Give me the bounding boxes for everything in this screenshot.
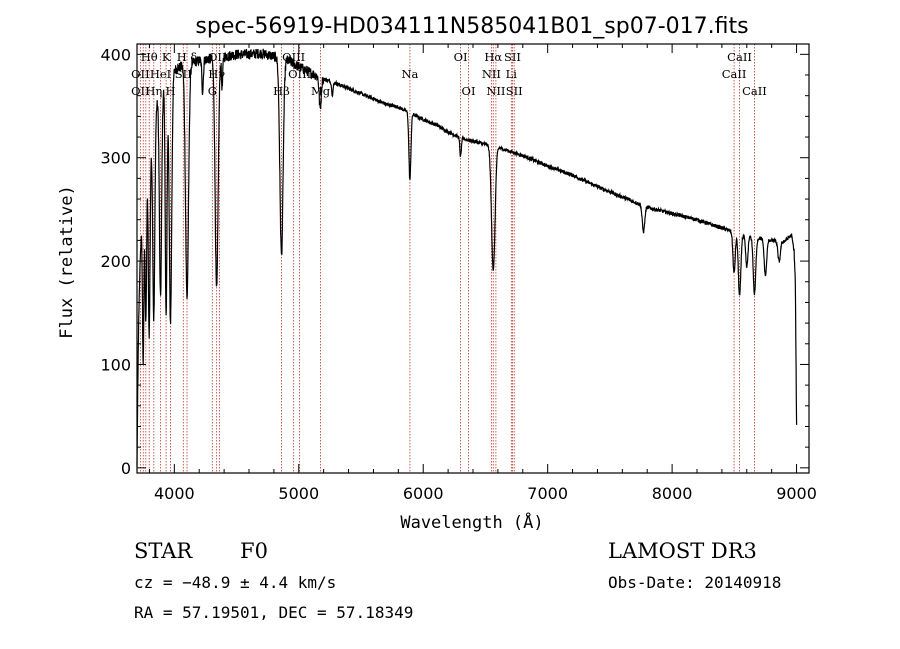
x-tick-label: 6000 xyxy=(403,484,444,503)
coordinates: RA = 57.19501, DEC = 57.18349 xyxy=(134,603,414,622)
line-id-label: NII xyxy=(486,84,505,98)
line-id-label: NII xyxy=(482,67,501,81)
line-id-label: OI xyxy=(454,50,468,64)
object-type: STAR xyxy=(134,539,193,563)
y-tick-label: 300 xyxy=(100,149,131,168)
x-tick-label: 7000 xyxy=(527,484,568,503)
y-tick-label: 100 xyxy=(100,355,131,374)
line-id-label: OII xyxy=(131,84,150,98)
x-axis-label: Wavelength (Å) xyxy=(400,511,543,533)
line-id-label: G xyxy=(208,84,217,98)
line-id-label: K xyxy=(162,50,171,64)
survey-name: LAMOST DR3 xyxy=(608,539,757,563)
x-axis-ticks: 4000 5000 6000 7000 8000 9000 xyxy=(148,44,817,503)
plot-frame xyxy=(136,43,810,474)
line-id-label: CaII xyxy=(722,67,747,81)
line-id-label: Hβ xyxy=(273,84,290,98)
line-id-label: SII xyxy=(506,84,523,98)
line-id-label: CaII xyxy=(742,84,767,98)
y-tick-label: 0 xyxy=(121,459,131,478)
line-id-label: Hη xyxy=(145,84,162,98)
y-axis-ticks: 0 100 200 300 400 xyxy=(100,45,809,478)
line-id-label: OI xyxy=(462,84,476,98)
spectrum-line xyxy=(136,48,798,467)
line-id-label: Hθ xyxy=(141,50,158,64)
y-axis-label: Flux (relative) xyxy=(57,185,77,339)
line-id-label: SII xyxy=(504,50,521,64)
y-tick-label: 200 xyxy=(100,252,131,271)
line-id-label: CaII xyxy=(727,50,752,64)
observation-date: Obs-Date: 20140918 xyxy=(608,573,782,592)
line-id-label: Na xyxy=(401,67,418,81)
line-id-label: Hα xyxy=(484,50,502,64)
line-marker-group xyxy=(139,44,755,473)
x-tick-label: 5000 xyxy=(278,484,319,503)
redshift-cz: cz = −48.9 ± 4.4 km/s xyxy=(134,573,337,592)
spectral-subclass: F0 xyxy=(240,539,268,563)
line-id-label: H xyxy=(165,84,175,98)
x-tick-label: 9000 xyxy=(776,484,817,503)
line-id-label: OII xyxy=(131,67,150,81)
line-id-label: HeI xyxy=(150,67,171,81)
line-id-label: Li xyxy=(506,67,518,81)
chart-title: spec-56919-HD034111N585041B01_sp07-017.f… xyxy=(195,14,748,39)
x-tick-label: 4000 xyxy=(154,484,195,503)
x-tick-label: 8000 xyxy=(652,484,693,503)
y-tick-label: 400 xyxy=(100,45,131,64)
